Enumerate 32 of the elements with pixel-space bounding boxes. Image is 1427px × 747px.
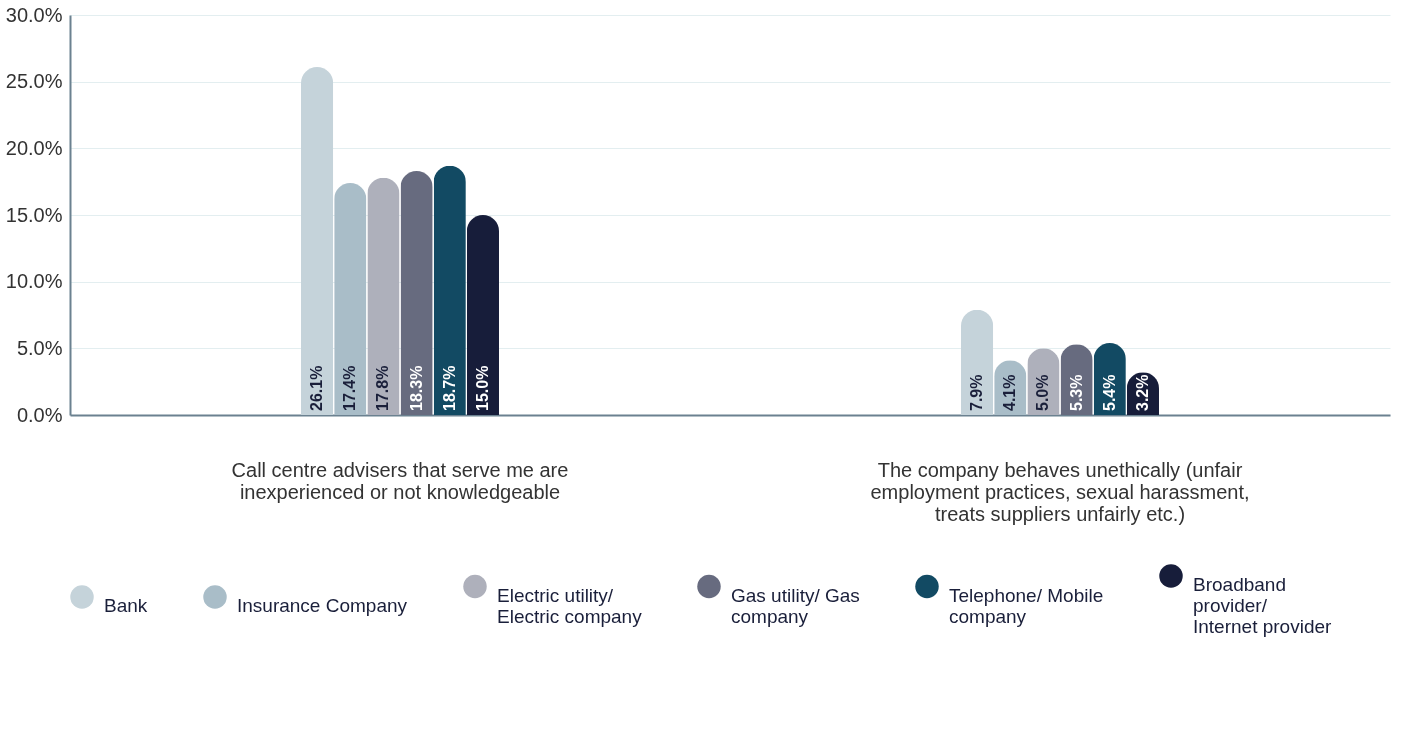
data-label: 5.3% [1067,374,1085,411]
y-tick-label: 5.0% [16,336,63,359]
legend-label: Bank [104,595,148,616]
y-tick-label: 15.0% [5,203,63,226]
data-label: 26.1% [308,365,326,411]
data-label: 17.8% [374,365,392,411]
data-label: 15.0% [473,365,491,411]
legend-label: Gas utility/ Gas company [731,584,860,627]
bar [334,183,367,415]
data-label: 17.4% [341,365,359,411]
bar [433,165,466,415]
y-tick-label: 25.0% [5,70,63,93]
legend-label: Electric utility/ Electric company [497,584,643,627]
y-tick-label: 30.0% [5,3,63,26]
bar [400,171,433,415]
x-tick-label: Call centre advisers that serve me are inexperienced or not knowledgeable [231,458,569,503]
data-label: 7.9% [968,374,986,411]
y-tick-label: 0.0% [16,403,63,426]
data-label: 3.2% [1133,374,1151,411]
x-tick-label: The company behaves unethically (unfair employment practices, sexual harassment, treats suppliers unfairly etc.) [870,458,1250,525]
data-label: 5.0% [1034,374,1052,411]
bar [301,67,334,415]
data-label: 5.4% [1100,374,1118,411]
legend-label: Insurance Company [237,595,408,616]
legend-label: Broadband provider/ Internet provider [1193,574,1333,637]
legend-label: Telephone/ Mobile company [949,584,1104,627]
data-label: 18.3% [407,365,425,411]
data-label: 4.1% [1001,374,1019,411]
data-label: 18.7% [440,365,458,411]
y-tick-label: 10.0% [5,270,63,293]
y-tick-label: 20.0% [5,136,63,159]
bar [367,177,400,415]
